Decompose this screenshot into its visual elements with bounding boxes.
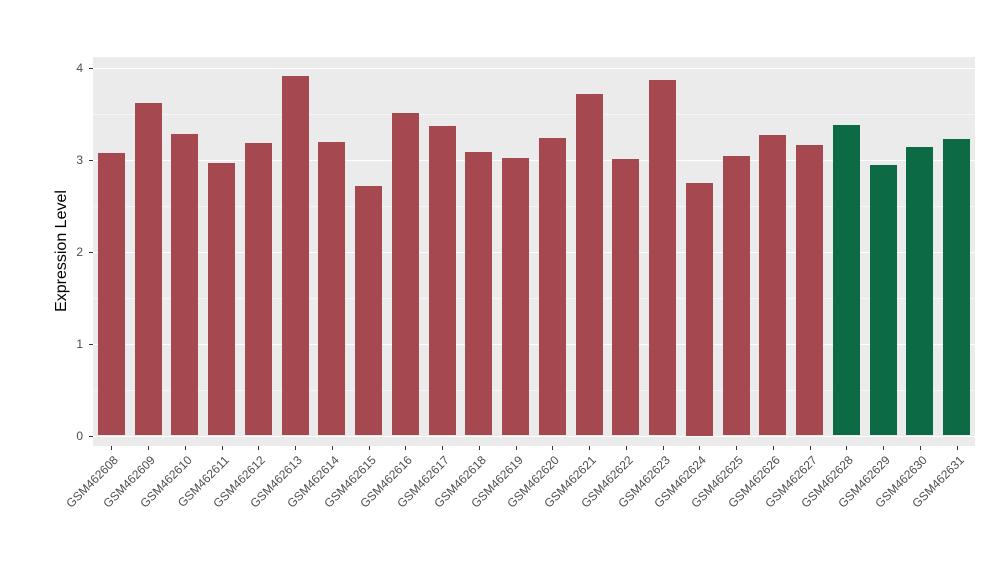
bar-GSM462631 bbox=[943, 138, 971, 436]
y-tick-label: 1 bbox=[76, 336, 83, 351]
bar-GSM462630 bbox=[906, 147, 934, 436]
bar-GSM462626 bbox=[759, 135, 787, 436]
bar-GSM462624 bbox=[685, 182, 713, 436]
x-tick-mark bbox=[331, 446, 333, 450]
gridline-major bbox=[93, 343, 975, 345]
x-tick-mark bbox=[699, 446, 701, 450]
x-tick-mark bbox=[515, 446, 517, 450]
y-tick-label: 4 bbox=[76, 61, 83, 75]
gridline-major bbox=[93, 435, 975, 437]
bar-GSM462618 bbox=[465, 151, 493, 436]
x-tick-mark bbox=[662, 446, 664, 450]
x-tick-mark bbox=[772, 446, 774, 450]
gridline-minor bbox=[93, 297, 975, 299]
bar-GSM462617 bbox=[428, 125, 456, 436]
y-tick-label: 3 bbox=[76, 152, 83, 167]
bar-GSM462622 bbox=[612, 158, 640, 436]
x-tick-mark bbox=[148, 446, 150, 450]
y-tick-mark bbox=[89, 251, 93, 253]
bar-GSM462627 bbox=[796, 145, 824, 436]
x-tick-mark bbox=[589, 446, 591, 450]
y-tick-label: 2 bbox=[76, 244, 83, 259]
gridline-minor bbox=[93, 389, 975, 391]
bar-GSM462610 bbox=[171, 134, 199, 436]
bar-GSM462619 bbox=[502, 158, 530, 436]
bar-GSM462616 bbox=[391, 113, 419, 436]
x-tick-mark bbox=[736, 446, 738, 450]
bar-GSM462611 bbox=[208, 162, 236, 436]
plot-panel bbox=[93, 57, 975, 446]
x-tick-mark bbox=[368, 446, 370, 450]
x-tick-mark bbox=[111, 446, 113, 450]
y-tick-mark bbox=[89, 343, 93, 345]
gridline-major bbox=[93, 68, 975, 69]
bar-GSM462629 bbox=[869, 165, 897, 436]
bar-GSM462625 bbox=[722, 156, 750, 436]
x-tick-mark bbox=[846, 446, 848, 450]
y-tick-label: 0 bbox=[76, 428, 83, 443]
x-tick-mark bbox=[552, 446, 554, 450]
bar-GSM462623 bbox=[649, 79, 677, 436]
x-tick-mark bbox=[442, 446, 444, 450]
y-tick-mark bbox=[89, 68, 93, 69]
x-tick-mark bbox=[625, 446, 627, 450]
x-tick-mark bbox=[809, 446, 811, 450]
x-tick-mark bbox=[221, 446, 223, 450]
x-tick-mark bbox=[405, 446, 407, 450]
bar-GSM462612 bbox=[244, 143, 272, 436]
x-tick-mark bbox=[883, 446, 885, 450]
bar-GSM462621 bbox=[575, 93, 603, 436]
gridline-major bbox=[93, 159, 975, 161]
gridline-major bbox=[93, 251, 975, 253]
x-tick-mark bbox=[258, 446, 260, 450]
gridline-minor bbox=[93, 113, 975, 115]
y-tick-mark bbox=[89, 435, 93, 437]
y-tick-mark bbox=[89, 159, 93, 161]
bar-GSM462614 bbox=[318, 142, 346, 436]
gridline-minor bbox=[93, 205, 975, 207]
x-tick-mark bbox=[956, 446, 958, 450]
bar-GSM462628 bbox=[832, 124, 860, 436]
x-tick-mark bbox=[919, 446, 921, 450]
x-tick-mark bbox=[478, 446, 480, 450]
bar-GSM462620 bbox=[538, 137, 566, 436]
x-tick-mark bbox=[295, 446, 297, 450]
bar-GSM462609 bbox=[134, 102, 162, 436]
x-tick-mark bbox=[184, 446, 186, 450]
bar-GSM462615 bbox=[355, 185, 383, 436]
bar-GSM462613 bbox=[281, 76, 309, 436]
bar-GSM462608 bbox=[97, 152, 125, 436]
